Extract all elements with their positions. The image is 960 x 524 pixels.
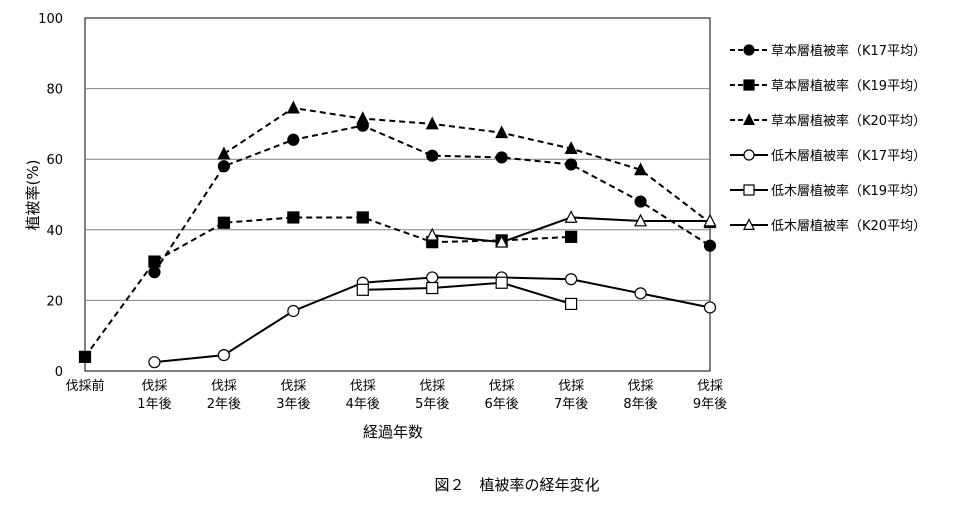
x-tick-label: 8年後 — [623, 397, 657, 412]
legend-label: 草本層植被率（K17平均） — [771, 43, 926, 59]
x-tick-label: 伐採 — [489, 379, 515, 394]
data-point — [425, 227, 439, 241]
y-tick-label: 0 — [55, 365, 63, 380]
data-point — [564, 141, 578, 155]
series — [356, 276, 578, 311]
x-tick-label: 伐採 — [419, 379, 445, 394]
data-point — [703, 213, 717, 227]
data-point — [287, 211, 300, 224]
legend-label: 低木層植被率（K17平均） — [771, 148, 926, 164]
data-point — [78, 350, 92, 363]
data-point — [356, 283, 369, 296]
data-point — [426, 149, 439, 162]
x-tick-label: 1年後 — [137, 397, 171, 412]
x-tick-label: 9年後 — [693, 397, 727, 412]
x-axis-title: 経過年数 — [363, 423, 423, 441]
x-tick-label: 3年後 — [276, 397, 310, 412]
legend-label: 低木層植被率（K20平均） — [771, 218, 926, 234]
data-point — [634, 195, 647, 208]
x-tick-label: 伐採 — [141, 379, 167, 394]
legend-marker — [743, 149, 755, 161]
series-group — [78, 100, 717, 369]
series-line — [84, 216, 572, 358]
legend-item: 低木層植被率（K19平均） — [730, 183, 926, 199]
x-tick-label: 伐採 — [280, 379, 306, 394]
legend-item: 草本層植被率（K19平均） — [730, 78, 926, 94]
y-tick-label: 40 — [46, 224, 63, 239]
data-point — [426, 281, 439, 295]
gridlines — [85, 88, 710, 301]
data-point — [495, 234, 509, 248]
y-axis-title: 植被率(%) — [24, 160, 42, 231]
legend-item: 草本層植被率（K20平均） — [730, 113, 926, 129]
x-tick-label: 伐採 — [558, 379, 584, 394]
x-tick-label: 2年後 — [207, 397, 241, 412]
data-point — [425, 116, 439, 130]
data-point — [287, 133, 300, 146]
legend-marker — [743, 44, 755, 56]
series-line — [362, 281, 572, 305]
data-point — [565, 297, 578, 311]
legend-item: 低木層植被率（K17平均） — [730, 148, 926, 164]
x-tick-label: 7年後 — [554, 397, 588, 412]
data-point — [565, 230, 578, 243]
x-tick-label: 伐採 — [697, 379, 723, 394]
data-point — [356, 111, 370, 125]
legend-label: 低木層植被率（K19平均） — [771, 183, 926, 199]
data-point — [495, 125, 509, 139]
data-point — [634, 162, 648, 176]
data-point — [634, 213, 648, 227]
data-point — [217, 349, 230, 362]
x-tick-label: 伐採 — [350, 379, 376, 394]
data-point — [287, 304, 300, 318]
series-line — [223, 106, 711, 224]
data-point — [217, 160, 230, 173]
data-point — [495, 151, 508, 164]
data-point — [703, 239, 717, 252]
series-line — [153, 124, 711, 273]
x-tick-label: 伐採 — [628, 379, 654, 394]
series — [148, 119, 717, 279]
data-point — [426, 271, 439, 284]
data-point — [148, 356, 161, 369]
legend-marker — [743, 218, 755, 230]
data-point — [565, 273, 578, 286]
figure-caption: 図２ 植被率の経年変化 — [434, 476, 599, 494]
x-tick-label: 伐採 — [211, 379, 237, 394]
data-point — [565, 158, 578, 171]
y-tick-labels: 0 20 40 60 80 100 — [38, 12, 63, 380]
data-point — [703, 301, 717, 314]
data-point — [217, 216, 230, 229]
plot-frame — [84, 17, 711, 372]
x-tick-labels: 伐採前 伐採 1年後 伐採 2年後 伐採 3年後 伐採 4年後 伐採 5年後 伐採 6年後 伐採 7年後 伐採… — [65, 378, 727, 412]
series — [425, 210, 717, 248]
legend-item: 草本層植被率（K17平均） — [730, 43, 926, 59]
data-point — [148, 255, 161, 268]
legend-marker — [743, 113, 755, 126]
data-point — [217, 146, 231, 160]
y-tick-label: 60 — [46, 153, 63, 168]
x-tick-label: 伐採前 — [65, 378, 104, 394]
legend-marker — [743, 79, 755, 91]
plot-area: 0 20 40 60 80 100 伐採前 伐採 1年後 伐採 2年後 伐採 3年後 伐採 4年後 伐採 5年… — [38, 12, 727, 412]
x-tick-label: 4年後 — [346, 397, 380, 412]
legend-marker — [743, 184, 755, 196]
data-point — [495, 276, 508, 289]
legend: 草本層植被率（K17平均） 草本層植被率（K19平均） 草本層植被率（K20平均） 低… — [730, 43, 926, 234]
legend-label: 草本層植被率（K20平均） — [771, 113, 926, 129]
y-tick-label: 20 — [46, 294, 63, 309]
data-point — [356, 211, 369, 224]
series — [217, 100, 717, 229]
data-point — [564, 210, 578, 223]
x-tick-label: 6年後 — [485, 397, 519, 412]
data-point — [634, 287, 647, 300]
legend-label: 草本層植被率（K19平均） — [771, 78, 926, 94]
data-point — [286, 100, 300, 114]
x-tick-label: 5年後 — [415, 397, 449, 412]
legend-item: 低木層植被率（K20平均） — [730, 218, 926, 234]
y-tick-label: 100 — [38, 12, 63, 27]
y-tick-label: 80 — [46, 83, 63, 98]
